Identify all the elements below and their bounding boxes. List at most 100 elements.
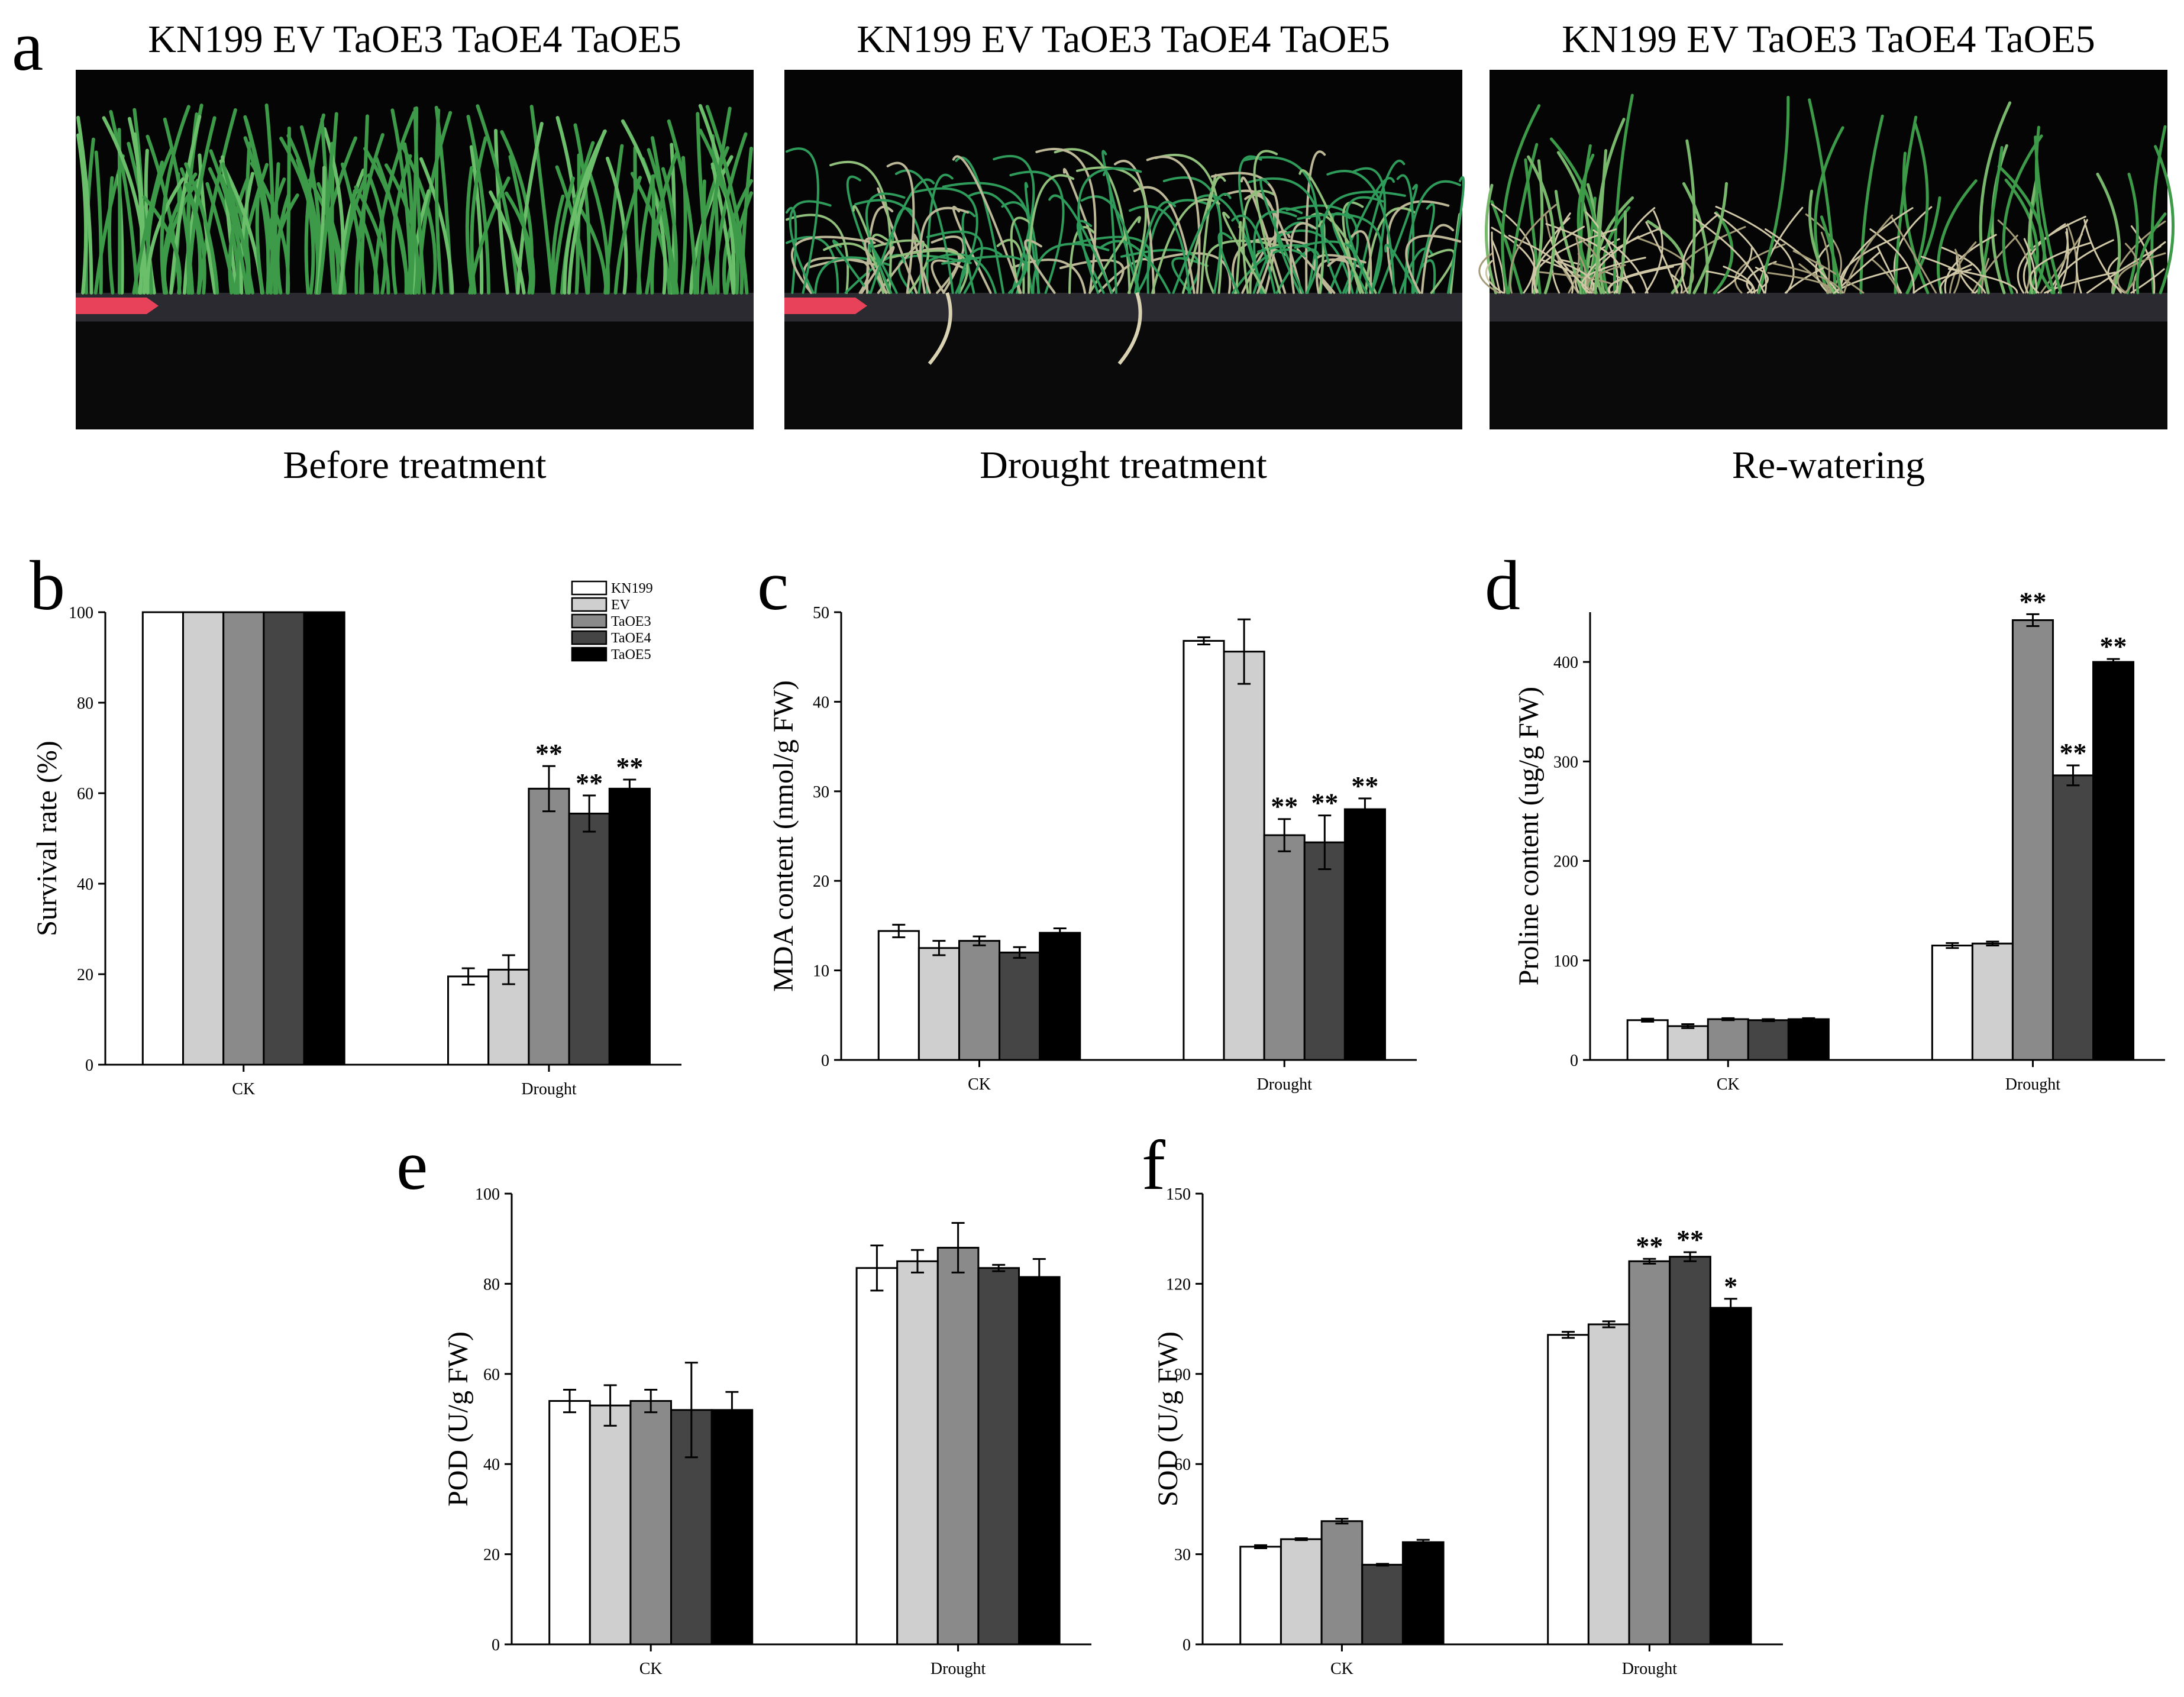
leaf-blade (1949, 241, 1977, 294)
leaf-blade (967, 191, 1033, 294)
leaf-blade (551, 176, 575, 295)
leaf-blade (2053, 239, 2114, 294)
leaf-blade (132, 160, 164, 295)
leaf-blade (1869, 228, 1915, 294)
leaf-blade (650, 151, 679, 295)
y-tick-label: 100 (69, 604, 93, 622)
leaf-blade (1253, 210, 1297, 294)
leaf-blade (1077, 167, 1142, 294)
leaf-blade (228, 177, 250, 295)
bar-ev (896, 1260, 939, 1646)
leaf-blade (1146, 156, 1201, 294)
y-axis-label: SOD (U/g FW) (1152, 1331, 1184, 1507)
significance-mark: ** (1271, 791, 1298, 822)
leaf-blade (1242, 189, 1276, 294)
leaf-blade (1240, 176, 1287, 294)
leaf-blade (1581, 257, 1646, 294)
leaf-blade (409, 106, 419, 295)
leaf-blade (255, 194, 265, 295)
leaf-blade (1906, 122, 1929, 295)
bar-taoe3 (1628, 1260, 1671, 1646)
leaf-blade (1352, 167, 1386, 294)
leaf-blade (76, 133, 88, 295)
leaf-blade (1075, 166, 1147, 294)
leaf-blade (1100, 240, 1171, 294)
significance-mark: ** (2019, 586, 2046, 616)
leaf-blade (1902, 151, 1930, 295)
error-bar (644, 1388, 658, 1414)
error-bar (1032, 1258, 1046, 1296)
leaf-blade (613, 176, 642, 295)
leaf-blade (1048, 194, 1113, 294)
leaf-blade (1257, 244, 1318, 294)
y-tick-label: 60 (1174, 1456, 1191, 1474)
leaf-blade (1235, 221, 1242, 294)
error-bar (951, 1222, 965, 1273)
leaf-blade (698, 128, 740, 295)
bar-taoe3 (528, 787, 570, 1066)
leaf-blade (1171, 257, 1209, 294)
y-tick-label: 50 (813, 604, 829, 622)
leaf-blade (786, 147, 819, 294)
leaf-blade (789, 200, 832, 294)
photo-panel-rewater: KN199 EV TaOE3 TaOE4 TaOE5 Re-watering (1478, 18, 2175, 487)
leaf-blade (1613, 93, 1634, 295)
leaf-blade (1275, 248, 1320, 294)
leaf-blade (1484, 183, 1498, 295)
legend-swatch (571, 647, 608, 662)
leaf-blade (185, 183, 206, 295)
legend-label: TaOE3 (611, 614, 651, 629)
leaf-blade (1103, 170, 1117, 294)
leaf-blade (667, 119, 697, 295)
bar-taoe5 (1401, 1541, 1445, 1646)
leaf-blade (1602, 206, 1631, 295)
error-bar (2107, 658, 2120, 666)
error-bar (583, 794, 596, 833)
leaf-blade (941, 255, 1028, 294)
error-bar (1946, 942, 1959, 949)
bar-taoe5 (1709, 1307, 1752, 1646)
leaf-blade (340, 162, 365, 295)
leaf-blade (1405, 234, 1461, 294)
y-tick-label: 0 (85, 1056, 93, 1075)
legend-swatch (571, 580, 608, 596)
y-tick-label: 120 (1166, 1275, 1191, 1294)
leaf-blade (2086, 245, 2162, 294)
leaf-blade (1715, 205, 1795, 294)
error-bar (1721, 1017, 1735, 1022)
leaf-blade (1274, 207, 1303, 294)
significance-mark: ** (1676, 1224, 1704, 1255)
leaf-blade (1238, 155, 1265, 294)
leaf-blade (1068, 226, 1095, 294)
leaf-blade (1757, 96, 1790, 295)
leaf-blade (926, 230, 983, 294)
leaf-blade (1579, 144, 1592, 295)
error-bar (1802, 1017, 1815, 1022)
bar-taoe5 (710, 1409, 754, 1646)
plant-leaves (1478, 93, 2175, 295)
significance-mark: ** (616, 752, 643, 782)
leaf-blade (1010, 216, 1032, 294)
bar-taoe5 (1039, 932, 1081, 1061)
leaf-blade (869, 178, 935, 294)
significance-mark: ** (535, 738, 563, 768)
legend-swatch (571, 613, 608, 629)
leaf-blade (1692, 182, 1729, 295)
leaf-blade (645, 174, 655, 295)
leaf-blade (296, 158, 315, 295)
leaf-blade (476, 104, 519, 295)
leaf-blade (630, 172, 671, 295)
leaf-blade (1820, 215, 1843, 295)
leaf-blade (1200, 176, 1226, 294)
leaf-blade (1152, 252, 1232, 294)
y-tick-label: 80 (77, 694, 93, 713)
bar-taoe5 (1343, 808, 1386, 1061)
leaf-blade (1694, 218, 1765, 294)
leaf-blade (1364, 207, 1417, 294)
leaf-blade (1222, 211, 1267, 294)
leaf-blade (2135, 212, 2167, 295)
leaf-blade (860, 245, 895, 294)
y-tick-label: 90 (1174, 1366, 1191, 1384)
bar-taoe3 (958, 940, 1001, 1061)
leaf-blade (1645, 221, 1679, 294)
